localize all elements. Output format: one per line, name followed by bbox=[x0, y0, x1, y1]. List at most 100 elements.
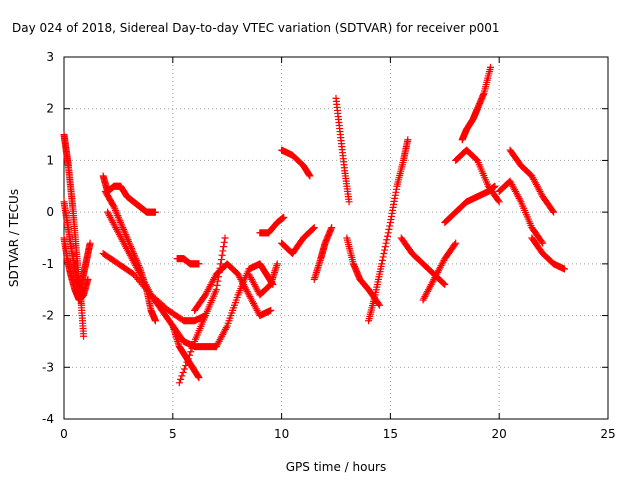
series-arc-18 bbox=[332, 94, 353, 206]
data-point bbox=[385, 225, 393, 233]
x-tick-label: 5 bbox=[169, 427, 177, 441]
x-tick-label: 20 bbox=[492, 427, 507, 441]
data-point bbox=[185, 351, 193, 359]
data-point bbox=[184, 355, 192, 363]
x-tick-label: 25 bbox=[600, 427, 615, 441]
y-tick-label: 1 bbox=[46, 153, 54, 167]
data-point bbox=[188, 344, 196, 352]
data-point bbox=[121, 229, 129, 237]
data-point bbox=[267, 306, 275, 314]
data-point bbox=[495, 198, 503, 206]
data-point bbox=[539, 239, 547, 247]
y-tick-label: -4 bbox=[42, 412, 54, 426]
x-tick-label: 10 bbox=[274, 427, 289, 441]
series-arc-26 bbox=[495, 177, 547, 247]
y-tick-label: 3 bbox=[46, 50, 54, 64]
data-point bbox=[386, 222, 394, 230]
data-point bbox=[516, 196, 524, 204]
y-tick-label: -3 bbox=[42, 360, 54, 374]
data-point bbox=[345, 198, 353, 206]
y-axis-label: SDTVAR / TECUs bbox=[7, 189, 21, 287]
series-arc-24 bbox=[458, 63, 494, 144]
data-point bbox=[195, 260, 203, 268]
data-point bbox=[494, 197, 502, 205]
data-point bbox=[120, 227, 128, 235]
data-point bbox=[179, 368, 187, 376]
data-point bbox=[114, 213, 122, 221]
grid bbox=[64, 57, 608, 419]
data-point bbox=[378, 260, 386, 268]
data-point bbox=[220, 238, 228, 246]
data-point bbox=[212, 286, 220, 294]
data-point bbox=[122, 232, 130, 240]
data-point bbox=[306, 172, 314, 180]
y-tick-label: 0 bbox=[46, 205, 54, 219]
axis-ticks bbox=[63, 56, 609, 420]
data-point bbox=[111, 206, 119, 214]
series-arc-14 bbox=[256, 213, 288, 237]
data-point bbox=[538, 238, 546, 246]
series-arc-2 bbox=[60, 198, 94, 294]
data-point bbox=[221, 234, 229, 242]
plot-border bbox=[63, 56, 609, 420]
data-point bbox=[84, 275, 92, 283]
series-arc-22 bbox=[419, 239, 460, 304]
data-point bbox=[119, 225, 127, 233]
data-point bbox=[218, 251, 226, 259]
data-point bbox=[310, 224, 318, 232]
data-point bbox=[383, 232, 391, 240]
data-point bbox=[122, 231, 130, 239]
data-point bbox=[381, 246, 389, 254]
series-arc-15 bbox=[278, 146, 314, 180]
data-point bbox=[379, 253, 387, 261]
data-point bbox=[376, 301, 384, 309]
data-point bbox=[151, 208, 159, 216]
x-axis-tick-labels: 0 5 10 15 20 25 bbox=[60, 427, 615, 441]
data-point bbox=[550, 208, 558, 216]
data-point bbox=[560, 265, 568, 273]
data-point bbox=[328, 224, 336, 232]
series-arc-28 bbox=[528, 234, 568, 273]
data-point bbox=[452, 239, 460, 247]
chart-title: Day 024 of 2018, Sidereal Day-to-day VTE… bbox=[12, 21, 500, 35]
data-point bbox=[404, 136, 412, 144]
data-point bbox=[113, 210, 121, 218]
series-arc-21 bbox=[397, 234, 449, 289]
data-point bbox=[110, 203, 118, 211]
x-tick-label: 15 bbox=[383, 427, 398, 441]
data-point bbox=[382, 239, 390, 247]
data-point bbox=[380, 250, 388, 258]
data-point bbox=[112, 208, 120, 216]
series-arc-17 bbox=[310, 224, 336, 283]
x-tick-label: 0 bbox=[60, 427, 68, 441]
data-point bbox=[123, 234, 131, 242]
data-point bbox=[217, 256, 225, 264]
data-point bbox=[491, 182, 499, 190]
data-point bbox=[111, 205, 119, 213]
series-arc-16 bbox=[278, 224, 318, 258]
data-point bbox=[183, 358, 191, 366]
data-point bbox=[180, 365, 188, 373]
series-arc-3 bbox=[60, 234, 92, 304]
data-point bbox=[486, 63, 494, 71]
data-point bbox=[117, 218, 125, 226]
data-point bbox=[381, 243, 389, 251]
data-point bbox=[440, 280, 448, 288]
data-point bbox=[213, 281, 221, 289]
data-point bbox=[187, 348, 195, 356]
data-point bbox=[384, 229, 392, 237]
data-point bbox=[378, 256, 386, 264]
y-tick-label: 2 bbox=[46, 102, 54, 116]
data-point bbox=[441, 281, 449, 289]
data-point bbox=[80, 332, 88, 340]
data-point bbox=[220, 243, 228, 251]
data-point bbox=[177, 375, 185, 383]
data-point bbox=[451, 240, 459, 248]
data-point bbox=[383, 236, 391, 244]
series-arc-25 bbox=[452, 146, 503, 206]
data-point bbox=[280, 213, 288, 221]
data-point bbox=[114, 212, 122, 220]
data-point bbox=[117, 220, 125, 228]
series-arc-12 bbox=[212, 260, 277, 351]
